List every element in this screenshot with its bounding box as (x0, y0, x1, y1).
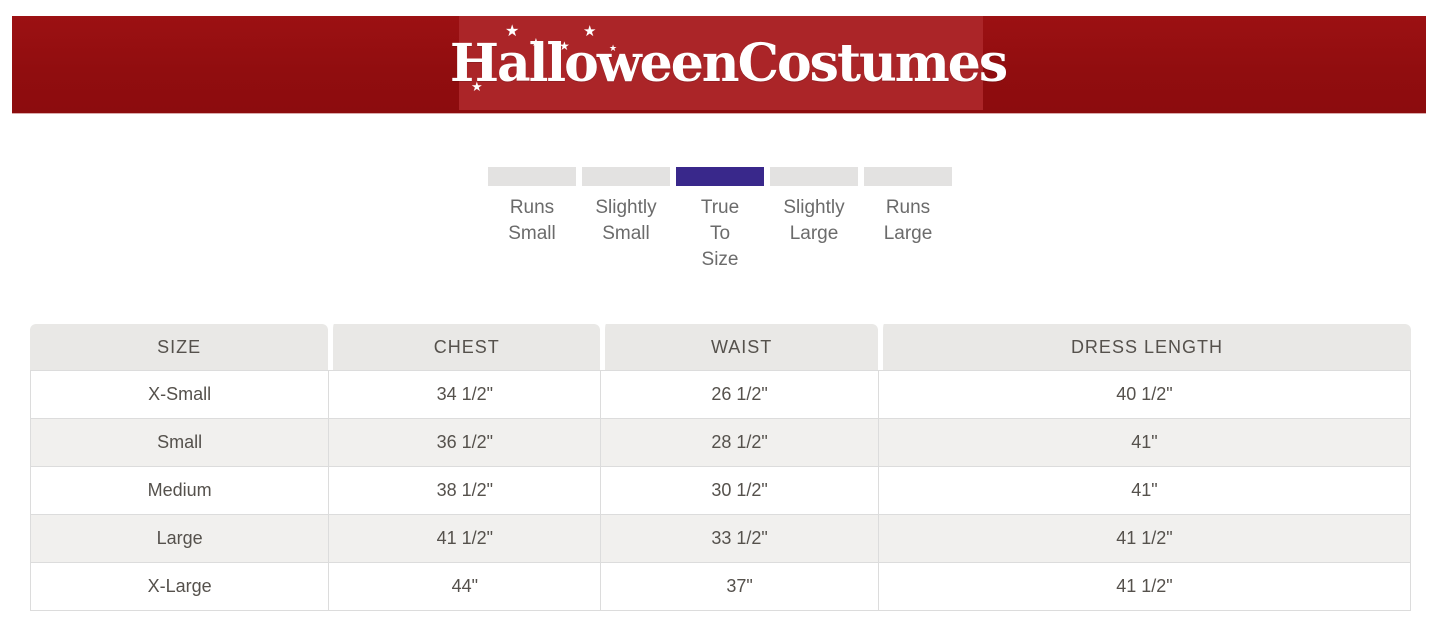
dress-length-cell: 41 1/2" (877, 514, 1411, 562)
fit-scale-bar-selected (676, 167, 764, 186)
size-cell: X-Large (30, 562, 329, 611)
site-header-banner: ★ ★ ★ ★ ★ ★ ★ HalloweenCostumes (12, 16, 1426, 113)
fit-scale-bar (488, 167, 576, 186)
size-cell: Small (30, 418, 329, 466)
fit-scale-bar (770, 167, 858, 186)
size-cell: X-Small (30, 370, 329, 418)
fit-scale-option-runs-small: Runs Small (488, 167, 576, 273)
chest-cell: 36 1/2" (328, 418, 601, 466)
table-row-small: Small 36 1/2" 28 1/2" 41" (30, 418, 1411, 466)
column-header-chest: CHEST (328, 324, 601, 370)
size-chart-table: SIZE CHEST WAIST DRESS LENGTH X-Small 34 1/2… (30, 324, 1411, 611)
fit-scale-bar (864, 167, 952, 186)
fit-scale-option-true-to-size: True To Size (676, 167, 764, 273)
site-logo[interactable]: ★ ★ ★ ★ ★ ★ ★ HalloweenCostumes (450, 16, 1008, 110)
column-header-size: SIZE (30, 324, 329, 370)
fit-scale-label: Runs Small (508, 197, 556, 244)
dress-length-cell: 41 1/2" (877, 562, 1411, 611)
fit-scale-bar (582, 167, 670, 186)
size-cell: Large (30, 514, 329, 562)
dress-length-cell: 41" (877, 418, 1411, 466)
column-header-dress-length: DRESS LENGTH (877, 324, 1411, 370)
table-row-medium: Medium 38 1/2" 30 1/2" 41" (30, 466, 1411, 514)
dress-length-cell: 41" (877, 466, 1411, 514)
waist-cell: 33 1/2" (600, 514, 878, 562)
size-chart-header-row: SIZE CHEST WAIST DRESS LENGTH (30, 324, 1411, 370)
waist-cell: 28 1/2" (600, 418, 878, 466)
fit-scale-option-runs-large: Runs Large (864, 167, 952, 273)
waist-cell: 26 1/2" (600, 370, 878, 418)
chest-cell: 38 1/2" (328, 466, 601, 514)
table-row-x-small: X-Small 34 1/2" 26 1/2" 40 1/2" (30, 370, 1411, 418)
table-row-x-large: X-Large 44" 37" 41 1/2" (30, 562, 1411, 611)
fit-scale-indicator: Runs Small Slightly Small True To Size Slightly… (0, 167, 1440, 273)
fit-scale-label: Runs Large (883, 197, 933, 244)
column-header-waist: WAIST (600, 324, 878, 370)
fit-scale-option-slightly-large: Slightly Large (770, 167, 858, 273)
waist-cell: 30 1/2" (600, 466, 878, 514)
fit-scale-option-slightly-small: Slightly Small (582, 167, 670, 273)
fit-scale-label: Slightly Large (783, 197, 845, 244)
dress-length-cell: 40 1/2" (877, 370, 1411, 418)
fit-scale-label: True To Size (700, 197, 740, 270)
chest-cell: 34 1/2" (328, 370, 601, 418)
size-cell: Medium (30, 466, 329, 514)
site-logo-text: HalloweenCostumes (449, 32, 1008, 94)
chest-cell: 44" (328, 562, 601, 611)
size-chart-section: SIZE CHEST WAIST DRESS LENGTH X-Small 34 1/2… (30, 324, 1411, 611)
chest-cell: 41 1/2" (328, 514, 601, 562)
table-row-large: Large 41 1/2" 33 1/2" 41 1/2" (30, 514, 1411, 562)
waist-cell: 37" (600, 562, 878, 611)
fit-scale-label: Slightly Small (595, 197, 657, 244)
